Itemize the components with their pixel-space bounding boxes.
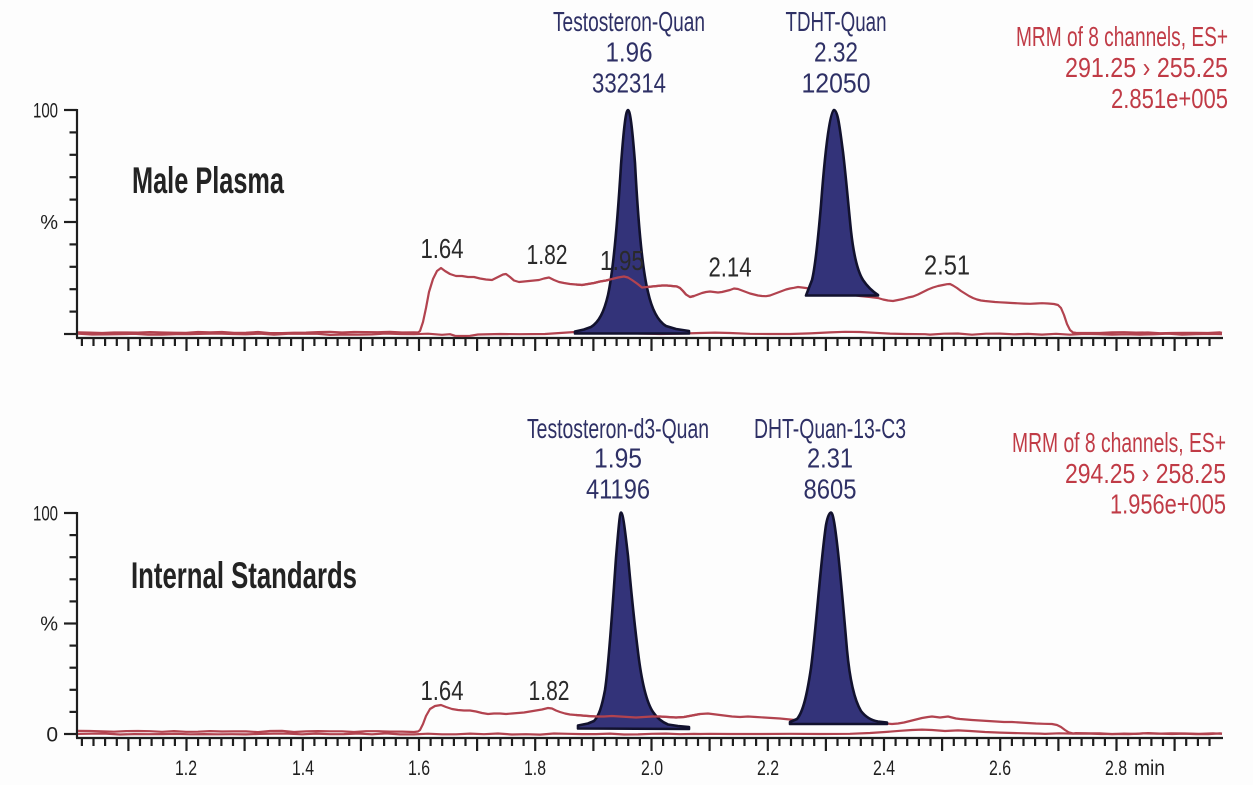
svg-text:1.82: 1.82 [529,675,570,706]
svg-text:MRM of 8 channels, ES+: MRM of 8 channels, ES+ [1012,427,1226,458]
svg-text:291.25 › 255.25: 291.25 › 255.25 [1065,52,1228,83]
svg-text:1.95: 1.95 [600,245,644,276]
svg-text:332314: 332314 [592,68,666,99]
svg-text:Testosteron-d3-Quan: Testosteron-d3-Quan [527,413,709,444]
svg-text:Male Plasma: Male Plasma [132,160,284,201]
svg-text:MRM of 8 channels, ES+: MRM of 8 channels, ES+ [1016,21,1228,52]
svg-text:%: % [40,614,58,636]
svg-text:1.956e+005: 1.956e+005 [1110,489,1226,520]
svg-text:1.8: 1.8 [524,757,546,780]
svg-text:2.6: 2.6 [989,757,1011,780]
svg-text:1.95: 1.95 [594,443,642,474]
svg-text:100: 100 [33,503,58,526]
svg-text:2.32: 2.32 [814,37,858,68]
svg-text:2.2: 2.2 [757,757,779,780]
svg-text:1.2: 1.2 [175,757,197,780]
svg-text:1.6: 1.6 [408,757,430,780]
svg-text:0: 0 [46,724,58,747]
svg-text:1.4: 1.4 [292,757,314,780]
svg-text:Internal Standards: Internal Standards [131,555,357,596]
svg-text:%: % [40,212,58,234]
svg-text:1.82: 1.82 [527,239,568,270]
svg-text:Testosteron-Quan: Testosteron-Quan [553,6,705,37]
svg-text:294.25 › 258.25: 294.25 › 258.25 [1065,458,1226,489]
svg-text:2.851e+005: 2.851e+005 [1111,83,1228,114]
svg-text:DHT-Quan-13-C3: DHT-Quan-13-C3 [754,413,906,444]
svg-text:100: 100 [33,100,58,123]
svg-text:2.0: 2.0 [641,757,663,780]
svg-text:2.14: 2.14 [709,252,752,283]
svg-text:1.96: 1.96 [606,37,653,68]
svg-text:41196: 41196 [586,474,650,505]
svg-text:min: min [1134,757,1165,780]
svg-text:12050: 12050 [802,68,871,99]
svg-text:8605: 8605 [804,474,857,505]
svg-text:TDHT-Quan: TDHT-Quan [786,6,887,37]
svg-text:2.51: 2.51 [924,250,970,281]
svg-text:2.8: 2.8 [1105,757,1127,780]
svg-text:1.64: 1.64 [421,233,464,264]
svg-text:2.4: 2.4 [873,757,895,780]
svg-text:1.64: 1.64 [421,675,464,706]
svg-text:2.31: 2.31 [807,443,853,474]
